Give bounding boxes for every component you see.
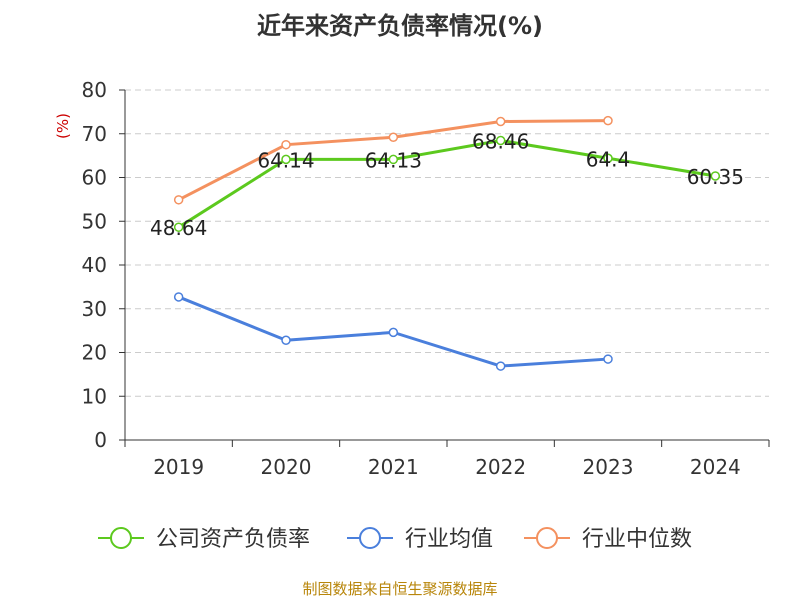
data-source-note: 制图数据来自恒生聚源数据库 (302, 580, 498, 598)
chart-title: 近年来资产负债率情况(%) (257, 12, 543, 40)
y-tick-label: 50 (82, 209, 107, 233)
data-point (388, 327, 399, 338)
data-point (603, 354, 613, 364)
y-tick-label: 70 (82, 122, 107, 146)
data-label: 64.13 (365, 148, 422, 172)
data-point (173, 195, 184, 205)
data-point (603, 115, 613, 126)
y-tick-label: 20 (82, 341, 107, 365)
data-point (173, 292, 184, 302)
data-point (495, 135, 506, 146)
x-tick-label: 2019 (153, 455, 204, 479)
legend-label: 行业中位数 (582, 527, 692, 552)
data-point (603, 153, 613, 163)
y-tick-label: 30 (82, 297, 107, 321)
y-tick-label: 80 (82, 78, 107, 102)
data-point (495, 116, 506, 127)
data-label: 48.64 (150, 216, 207, 240)
legend-label: 行业均值 (405, 527, 493, 552)
x-tick-label: 2022 (475, 455, 526, 479)
legend-label: 公司资产负债率 (156, 527, 310, 552)
x-tick-label: 2024 (690, 455, 741, 479)
data-label: 64.14 (257, 148, 314, 172)
data-point (281, 335, 291, 345)
y-tick-label: 40 (82, 253, 107, 277)
y-tick-label: 0 (94, 428, 107, 452)
x-tick-label: 2023 (583, 455, 634, 479)
y-tick-label: 10 (82, 384, 107, 408)
y-tick-label: 60 (82, 166, 107, 190)
legend-marker (536, 527, 558, 549)
y-axis-label: (%) (54, 113, 72, 139)
data-point (281, 154, 291, 165)
legend-marker (110, 527, 132, 549)
data-point (388, 154, 399, 165)
data-point (710, 171, 721, 181)
legend-marker (359, 527, 381, 549)
data-point (281, 139, 291, 150)
data-point (173, 222, 184, 232)
data-point (388, 132, 399, 142)
data-point (495, 361, 506, 371)
data-label: 60.35 (687, 165, 744, 189)
x-tick-label: 2021 (368, 455, 419, 479)
data-label: 64.4 (586, 147, 631, 171)
series-line (177, 138, 716, 229)
x-tick-label: 2020 (261, 455, 312, 479)
data-label: 68.46 (472, 129, 529, 153)
